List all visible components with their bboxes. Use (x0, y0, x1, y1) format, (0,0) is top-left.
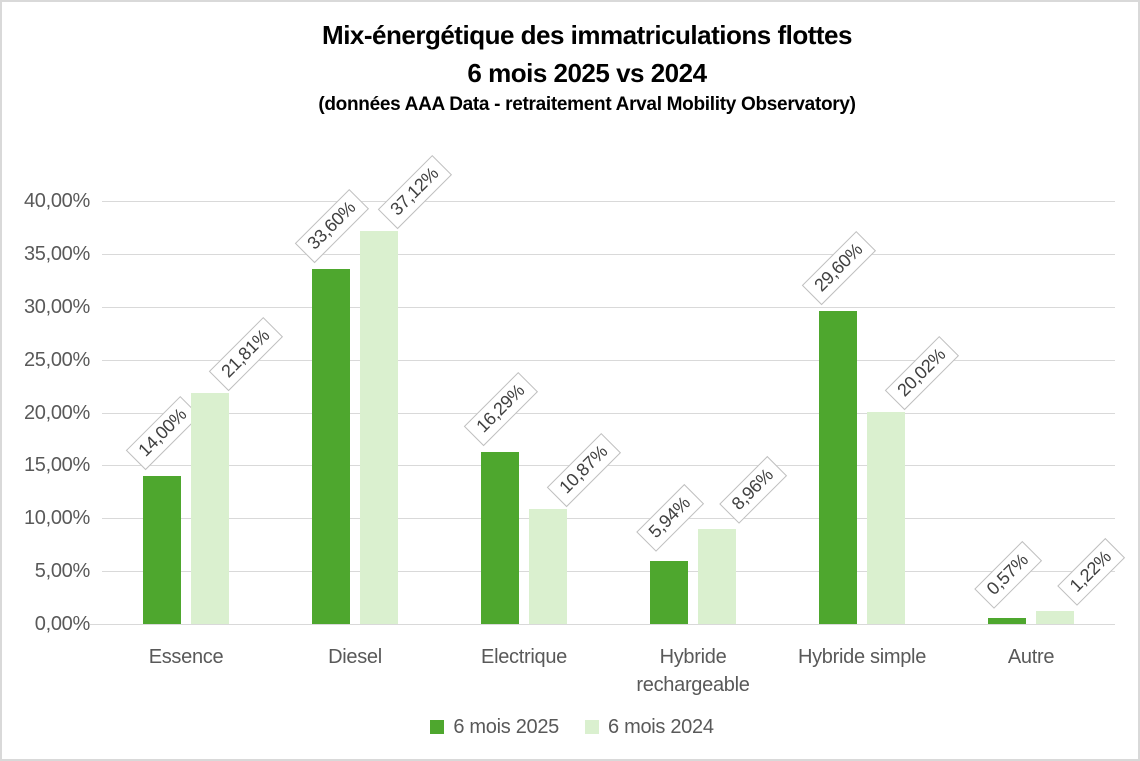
y-axis-tick-label: 5,00% (34, 560, 91, 582)
gridline-30 (102, 307, 1115, 308)
gridline-15 (102, 465, 1115, 466)
data-label-6-mois-2024-hybride-rechargeable: 8,96% (719, 456, 787, 524)
gridline-25 (102, 360, 1115, 361)
data-label-6-mois-2024-essence: 21,81% (208, 316, 284, 392)
bar-6-mois-2024-hybride-rechargeable (698, 529, 736, 624)
data-label-6-mois-2025-hybride-simple: 29,60% (801, 230, 877, 306)
legend-label-6-mois-2025: 6 mois 2025 (453, 715, 559, 738)
gridline-20 (102, 413, 1115, 414)
legend-item-6-mois-2025: 6 mois 2025 (430, 716, 559, 739)
x-axis-label-autre: Autre (1007, 646, 1055, 668)
data-label-6-mois-2024-autre: 1,22% (1057, 538, 1125, 606)
bar-6-mois-2025-essence (143, 476, 181, 624)
zero-axis-tick (90, 624, 102, 625)
data-label-6-mois-2024-electrique: 10,87% (546, 432, 622, 508)
gridline-40 (102, 201, 1115, 202)
y-axis-tick-label: 0,00% (34, 613, 91, 635)
chart-subtitle: (données AAA Data - retraitement Arval M… (318, 94, 856, 115)
title-block: Mix-énergétique des immatriculations flo… (32, 16, 1138, 118)
x-axis-label-hybride-simple: Hybride simple (797, 646, 927, 668)
x-axis-label-hybride-rechargeable: Hybride rechargeable (636, 646, 750, 696)
bar-6-mois-2025-diesel (312, 269, 350, 624)
bar-6-mois-2025-hybride-rechargeable (650, 561, 688, 624)
bar-6-mois-2025-hybride-simple (819, 311, 857, 624)
bar-6-mois-2024-hybride-simple (867, 412, 905, 624)
bar-6-mois-2025-electrique (481, 452, 519, 624)
legend: 6 mois 2025 6 mois 2024 (2, 713, 1138, 741)
bar-6-mois-2024-autre (1036, 611, 1074, 624)
data-label-6-mois-2025-electrique: 16,29% (463, 371, 539, 447)
data-label-6-mois-2024-hybride-simple: 20,02% (884, 335, 960, 411)
gridline-35 (102, 254, 1115, 255)
x-axis-label-electrique: Electrique (481, 646, 567, 668)
bar-6-mois-2024-essence (191, 393, 229, 624)
x-axis-label-diesel: Diesel (328, 646, 382, 668)
x-axis-label-essence: Essence (148, 646, 224, 668)
legend-swatch-6-mois-2025 (430, 720, 445, 734)
gridline-10 (102, 518, 1115, 519)
data-label-6-mois-2025-autre: 0,57% (974, 541, 1042, 609)
data-label-6-mois-2024-diesel: 37,12% (377, 154, 453, 230)
y-axis-tick-label: 10,00% (23, 507, 90, 529)
legend-label-6-mois-2024: 6 mois 2024 (608, 715, 714, 738)
y-axis-tick-label: 40,00% (23, 190, 90, 212)
legend-item-6-mois-2024: 6 mois 2024 (585, 716, 714, 739)
bar-6-mois-2024-diesel (360, 231, 398, 624)
gridline-0 (102, 624, 1115, 625)
y-axis-tick-label: 15,00% (23, 454, 90, 476)
bar-6-mois-2025-autre (988, 618, 1026, 624)
data-label-6-mois-2025-essence: 14,00% (125, 395, 201, 471)
y-axis-tick-label: 30,00% (23, 296, 90, 318)
legend-swatch-6-mois-2024 (585, 720, 599, 734)
y-axis-tick-label: 25,00% (23, 349, 90, 371)
y-axis-tick-label: 20,00% (23, 402, 90, 424)
gridline-5 (102, 571, 1115, 572)
chart-title-line2: 6 mois 2025 vs 2024 (467, 58, 707, 88)
bar-6-mois-2024-electrique (529, 509, 567, 624)
chart-title-line1: Mix-énergétique des immatriculations flo… (322, 20, 852, 50)
data-label-6-mois-2025-diesel: 33,60% (294, 188, 370, 264)
y-axis-tick-label: 35,00% (23, 243, 90, 265)
